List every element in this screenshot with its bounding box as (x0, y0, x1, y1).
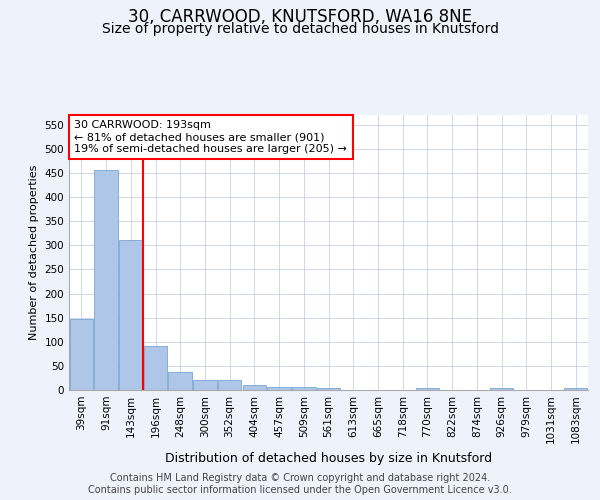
Bar (292, 387, 316, 390)
Bar (218, 380, 241, 390)
Bar (144, 346, 167, 390)
Bar (317, 388, 340, 390)
Text: Contains HM Land Registry data © Crown copyright and database right 2024.
Contai: Contains HM Land Registry data © Crown c… (88, 474, 512, 495)
Bar (564, 388, 587, 390)
Bar (490, 388, 513, 390)
Text: 30, CARRWOOD, KNUTSFORD, WA16 8NE: 30, CARRWOOD, KNUTSFORD, WA16 8NE (128, 8, 472, 26)
Y-axis label: Number of detached properties: Number of detached properties (29, 165, 39, 340)
Bar (416, 388, 439, 390)
Bar (268, 387, 291, 390)
Bar (94, 170, 118, 390)
Bar (169, 372, 192, 390)
Text: Size of property relative to detached houses in Knutsford: Size of property relative to detached ho… (101, 22, 499, 36)
Bar (70, 318, 93, 390)
Bar (242, 385, 266, 390)
X-axis label: Distribution of detached houses by size in Knutsford: Distribution of detached houses by size … (165, 452, 492, 465)
Bar (119, 240, 143, 390)
Text: 30 CARRWOOD: 193sqm
← 81% of detached houses are smaller (901)
19% of semi-detac: 30 CARRWOOD: 193sqm ← 81% of detached ho… (74, 120, 347, 154)
Bar (193, 380, 217, 390)
